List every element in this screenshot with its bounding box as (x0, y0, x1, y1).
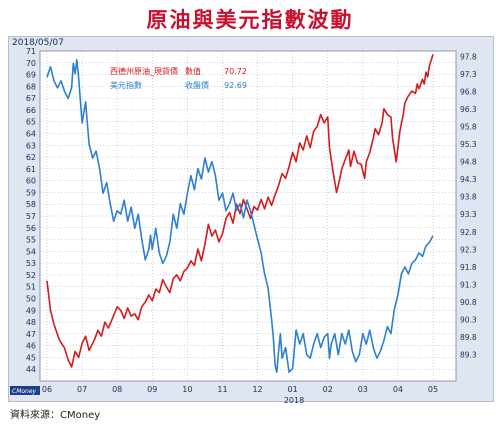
y-left-tick-label: 50 (26, 295, 36, 304)
legend-oil-name: 西德州原油_現貨價 (110, 66, 178, 76)
y-left-tick-label: 56 (26, 224, 36, 233)
right-axis: 89.3 89.8 90.3 90.8 91.3 91.8 92.3 92.8 93.3 93.8… (460, 52, 477, 359)
series-dxy-line (46, 59, 434, 373)
y-left-tick-label: 52 (26, 271, 36, 280)
legend-oil-metric: 數值 (185, 66, 201, 76)
y-right-tick-label: 92.8 (460, 228, 477, 237)
y-left-tick-label: 67 (26, 94, 36, 103)
y-left-tick-label: 59 (26, 188, 36, 197)
x-tick-label: 01 (288, 385, 298, 394)
legend-dxy-name: 美元指數 (110, 80, 142, 90)
y-right-tick-label: 96.8 (460, 87, 477, 96)
y-left-tick-label: 60 (26, 177, 36, 186)
y-right-tick-label: 91.8 (460, 263, 477, 272)
y-right-tick-label: 89.8 (460, 333, 477, 342)
y-left-tick-label: 64 (26, 130, 36, 139)
x-tick-label: 11 (217, 385, 227, 394)
legend-dxy-metric: 收盤價 (185, 80, 209, 90)
y-right-tick-label: 97.3 (460, 70, 477, 79)
y-left-tick-label: 58 (26, 200, 36, 209)
y-left-tick-label: 55 (26, 236, 36, 245)
y-right-tick-label: 90.3 (460, 316, 477, 325)
y-right-tick-label: 90.8 (460, 298, 477, 307)
series-oil-line (46, 54, 434, 368)
y-right-tick-label: 94.3 (460, 175, 477, 184)
x-tick-label: 02 (323, 385, 333, 394)
y-right-tick-label: 94.8 (460, 158, 477, 167)
x-tick-label: 08 (112, 385, 122, 394)
y-right-tick-label: 91.3 (460, 280, 477, 289)
y-left-tick-label: 71 (26, 47, 36, 56)
y-left-tick-label: 70 (26, 59, 36, 68)
legend: 西德州原油_現貨價 數值 70.72 美元指數 收盤價 92.69 (110, 66, 247, 90)
y-left-tick-label: 69 (26, 71, 36, 80)
series-lines (46, 54, 434, 373)
x-tick-label: 06 (42, 385, 52, 394)
y-left-tick-label: 49 (26, 306, 36, 315)
chart-title: 原油與美元指數波動 (146, 7, 354, 32)
cmoney-watermark: CMoney (10, 386, 40, 395)
x-tick-label: 03 (358, 385, 368, 394)
y-left-tick-label: 47 (26, 330, 36, 339)
y-left-tick-label: 68 (26, 82, 36, 91)
y-right-tick-label: 92.3 (460, 245, 477, 254)
x-tick-label: 07 (77, 385, 87, 394)
source-note: 資料來源：CMoney (10, 410, 101, 421)
x-tick-label: 05 (428, 385, 438, 394)
watermark-text: CMoney (12, 388, 37, 395)
y-right-tick-label: 96.3 (460, 105, 477, 114)
gridlines (40, 50, 456, 381)
y-left-tick-label: 44 (26, 365, 36, 374)
legend-dxy-value: 92.69 (224, 81, 247, 90)
y-left-tick-label: 62 (26, 153, 36, 162)
y-left-tick-label: 65 (26, 118, 36, 127)
y-left-tick-label: 53 (26, 259, 36, 268)
x-year-label: 2018 (284, 396, 304, 405)
x-tick-label: 10 (182, 385, 192, 394)
y-right-tick-label: 93.8 (460, 193, 477, 202)
y-left-tick-label: 66 (26, 106, 36, 115)
watermark-box (10, 386, 40, 395)
y-left-tick-label: 61 (26, 165, 36, 174)
y-left-tick-label: 45 (26, 353, 36, 362)
y-left-tick-label: 46 (26, 342, 36, 351)
y-right-tick-label: 89.3 (460, 351, 477, 360)
y-left-tick-label: 54 (26, 247, 36, 256)
left-axis: 44 45 46 47 48 49 50 51 52 53 54 55 56 57 58 59 60 61 62 63… (26, 47, 36, 374)
date-stamp: 2018/05/07 (12, 38, 64, 48)
legend-oil-value: 70.72 (224, 67, 247, 76)
y-left-tick-label: 63 (26, 141, 36, 150)
y-right-tick-label: 95.3 (460, 140, 477, 149)
y-right-tick-label: 93.3 (460, 210, 477, 219)
x-tick-label: 04 (393, 385, 403, 394)
y-right-tick-label: 95.8 (460, 122, 477, 131)
x-tick-label: 12 (252, 385, 262, 394)
x-tick-label: 09 (147, 385, 157, 394)
y-left-tick-label: 57 (26, 212, 36, 221)
x-axis: 06 07 08 09 10 11 12 01 02 03 04 05 (42, 385, 438, 394)
y-left-tick-label: 48 (26, 318, 36, 327)
y-right-tick-label: 97.8 (460, 52, 477, 61)
y-left-tick-label: 51 (26, 283, 36, 292)
